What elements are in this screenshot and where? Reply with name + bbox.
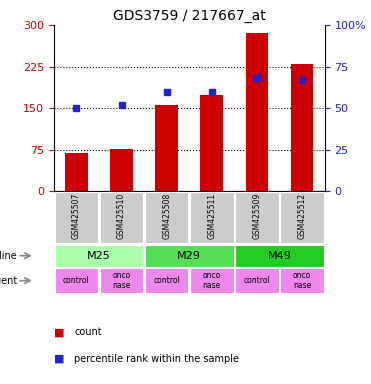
Text: M29: M29	[177, 251, 201, 261]
Bar	[100, 268, 143, 293]
Bar	[246, 33, 268, 192]
Bar	[110, 149, 133, 192]
Text: GSM425509: GSM425509	[252, 193, 262, 239]
Bar	[280, 268, 324, 293]
Text: cell line: cell line	[0, 251, 17, 261]
Text: agent: agent	[0, 276, 17, 286]
Bar	[200, 96, 223, 192]
Text: GSM425507: GSM425507	[72, 193, 81, 239]
Bar	[65, 152, 88, 192]
Text: control: control	[63, 276, 90, 285]
Bar	[190, 268, 233, 293]
Bar	[235, 192, 279, 243]
Title: GDS3759 / 217667_at: GDS3759 / 217667_at	[113, 8, 266, 23]
Bar	[145, 245, 233, 266]
Text: onco
nase: onco nase	[203, 271, 221, 290]
Bar	[190, 192, 233, 243]
Text: M25: M25	[87, 251, 111, 261]
Text: onco
nase: onco nase	[112, 271, 131, 290]
Text: ■: ■	[54, 354, 64, 364]
Text: M49: M49	[267, 251, 292, 261]
Bar	[280, 192, 324, 243]
Text: GSM425511: GSM425511	[207, 193, 216, 239]
Bar	[145, 192, 188, 243]
Text: control: control	[153, 276, 180, 285]
Text: percentile rank within the sample: percentile rank within the sample	[74, 354, 239, 364]
Bar	[100, 192, 143, 243]
Text: GSM425512: GSM425512	[298, 193, 306, 239]
Bar	[55, 245, 143, 266]
Bar	[155, 106, 178, 192]
Text: ■: ■	[54, 327, 64, 337]
Text: GSM425508: GSM425508	[162, 193, 171, 239]
Text: GSM425510: GSM425510	[117, 193, 126, 239]
Text: count: count	[74, 327, 102, 337]
Bar	[235, 245, 324, 266]
Bar	[55, 192, 98, 243]
Text: onco
nase: onco nase	[293, 271, 311, 290]
Bar	[55, 268, 98, 293]
Bar	[235, 268, 279, 293]
Bar	[291, 64, 313, 192]
Bar	[145, 268, 188, 293]
Text: control: control	[243, 276, 270, 285]
